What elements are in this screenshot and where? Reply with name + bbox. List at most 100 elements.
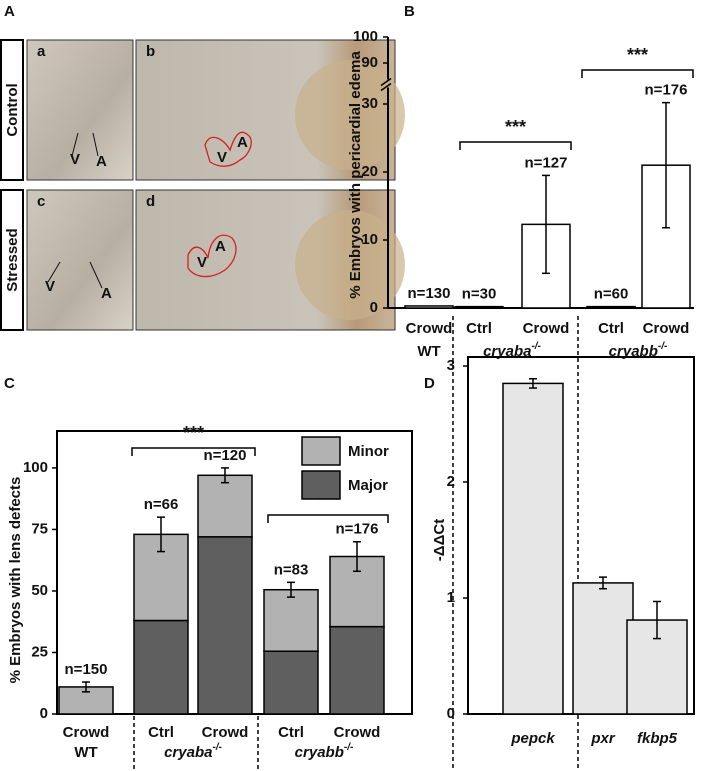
group-superscript: -/-	[658, 341, 668, 352]
error-bar	[353, 540, 361, 573]
x-tick-label: Ctrl	[148, 724, 174, 741]
group-superscript: -/-	[531, 341, 541, 352]
group-name: cryaba	[483, 343, 531, 360]
x-tick-label: Crowd	[406, 320, 453, 337]
significance-label: ***	[183, 423, 204, 443]
x-tick-label: Crowd	[63, 724, 110, 741]
x-tick-label: fkbp5	[637, 730, 678, 747]
y-axis-label: % Embryos with lens defects	[7, 477, 24, 684]
bar-segment	[263, 588, 319, 652]
x-tick-label: pxr	[590, 730, 616, 747]
error-bar	[529, 378, 537, 389]
panel-letter: C	[4, 375, 15, 392]
group-name: cryaba	[164, 744, 212, 761]
n-label: n=66	[144, 496, 179, 513]
axis-break	[380, 82, 392, 92]
chamber-label: V	[70, 151, 80, 168]
group-name: WT	[74, 744, 97, 761]
legend-label: Major	[348, 477, 388, 494]
y-tick-label: 50	[31, 582, 48, 599]
chamber-label: A	[215, 238, 226, 255]
error-bar	[287, 581, 295, 598]
group-superscript: -/-	[212, 742, 222, 753]
error-bar	[542, 174, 550, 275]
x-tick-label: Crowd	[523, 320, 570, 337]
group-label: WT	[74, 744, 97, 761]
significance-bracket	[267, 514, 389, 523]
yolk	[295, 60, 405, 170]
row-label: Stressed	[4, 228, 21, 291]
y-tick-label: 20	[361, 163, 378, 180]
bar	[572, 582, 634, 715]
chamber-label: A	[96, 153, 107, 170]
n-label: n=120	[204, 447, 247, 464]
y-axis-label: % Embryos with pericardial edema	[347, 51, 364, 299]
image-label: b	[146, 43, 155, 60]
heart-outline	[204, 131, 252, 167]
panel-letter: B	[404, 3, 415, 20]
bar	[404, 305, 454, 309]
group-label: WT	[417, 343, 440, 360]
y-tick-label: 1	[447, 589, 455, 606]
heart-outline	[187, 234, 237, 278]
y-tick-label: 75	[31, 520, 48, 537]
chamber-label: A	[101, 285, 112, 302]
y-tick-label: 25	[31, 643, 48, 660]
group-label: cryabb-/-	[609, 341, 668, 360]
group-label: cryaba-/-	[483, 341, 541, 360]
error-bar	[82, 681, 90, 693]
n-label: n=60	[594, 286, 629, 303]
n-label: n=176	[645, 82, 688, 99]
y-tick-label: 100	[353, 28, 378, 45]
error-bar	[157, 516, 165, 553]
x-tick-label: pepck	[510, 730, 555, 747]
n-label: n=30	[462, 286, 497, 303]
bar	[502, 382, 564, 715]
group-name: WT	[417, 343, 440, 360]
bar	[586, 305, 636, 309]
chamber-label: V	[217, 149, 227, 166]
bar-segment	[197, 474, 253, 538]
x-tick-label: Crowd	[202, 724, 249, 741]
group-label: cryaba-/-	[164, 742, 222, 761]
bar-segment	[329, 625, 385, 715]
axis-break	[380, 77, 392, 87]
y-tick-label: 3	[447, 357, 455, 374]
x-tick-label: Ctrl	[278, 724, 304, 741]
x-tick-label: Crowd	[334, 724, 381, 741]
error-bar	[653, 600, 661, 640]
image-label: d	[146, 193, 155, 210]
panel-letter: D	[424, 375, 435, 392]
error-bar	[221, 467, 229, 484]
n-label: n=130	[408, 285, 451, 302]
y-tick-label: 10	[361, 231, 378, 248]
bar-segment	[197, 536, 253, 715]
y-tick-label: 2	[447, 473, 455, 490]
x-tick-label: Crowd	[643, 320, 690, 337]
row-box	[0, 39, 24, 181]
significance-bracket	[459, 141, 572, 150]
image-label: a	[37, 43, 46, 60]
error-bar	[599, 576, 607, 590]
significance-label: ***	[627, 45, 648, 65]
chamber-label: V	[45, 278, 55, 295]
photo	[26, 39, 134, 181]
x-tick-label: Ctrl	[598, 320, 624, 337]
significance-bracket	[131, 447, 256, 456]
group-name: cryabb	[609, 343, 658, 360]
n-label: n=127	[525, 154, 568, 171]
group-superscript: -/-	[344, 742, 354, 753]
photo	[26, 189, 134, 331]
y-tick-label: 0	[447, 705, 455, 722]
y-tick-label: 90	[361, 54, 378, 71]
n-label: n=176	[336, 521, 379, 538]
bar-segment	[133, 619, 189, 715]
legend-swatch	[301, 436, 341, 466]
row-label: Control	[4, 83, 21, 136]
y-tick-label: 100	[23, 459, 48, 476]
y-tick-label: 0	[370, 299, 378, 316]
row-box	[0, 189, 24, 331]
x-tick-label: Ctrl	[466, 320, 492, 337]
legend-swatch	[301, 470, 341, 500]
significance-label: ***	[505, 117, 526, 137]
